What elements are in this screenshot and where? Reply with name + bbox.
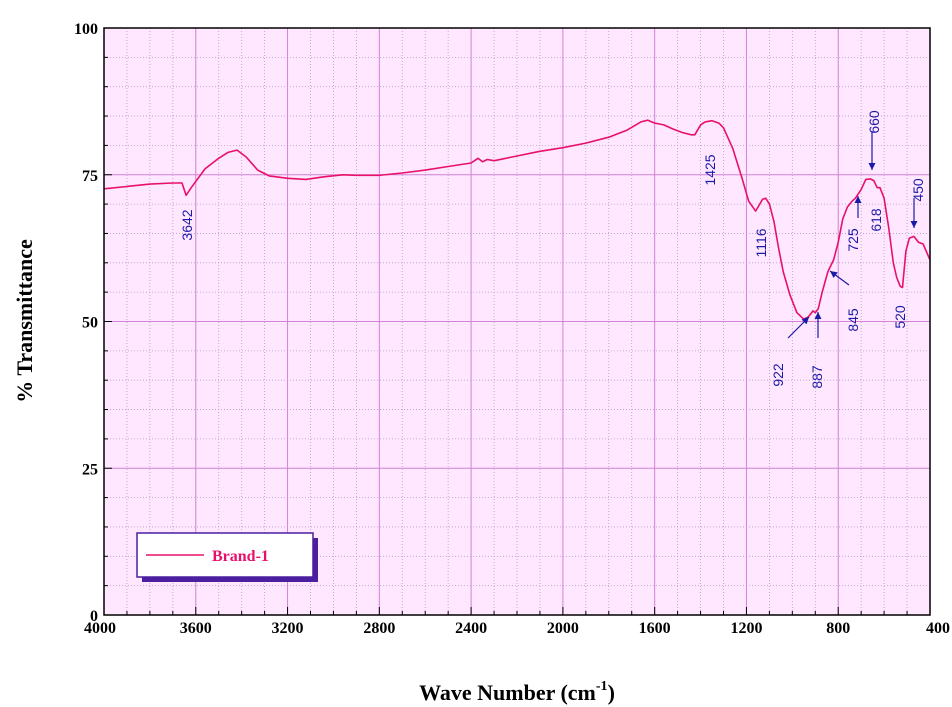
y-tick-label: 50: [82, 315, 98, 332]
x-axis-label: Wave Number (cm-1): [419, 679, 615, 705]
x-tick-label: 4000: [84, 620, 116, 637]
y-axis-label: % Transmittance: [12, 239, 37, 403]
peak-label-725: 725: [845, 228, 861, 252]
y-tick-label: 25: [82, 461, 98, 478]
peak-label-660: 660: [866, 110, 882, 134]
ticks-layer: [103, 27, 931, 616]
peak-label-450: 450: [910, 178, 926, 202]
x-tick-label: 2800: [363, 620, 395, 637]
x-tick-label: 3200: [272, 620, 304, 637]
peak-label-922: 922: [770, 363, 786, 387]
peak-label-845: 845: [845, 308, 861, 332]
x-axis-label-main: Wave Number (cm: [419, 680, 596, 705]
x-tick-label: 400: [926, 620, 950, 637]
peak-label-618: 618: [868, 208, 884, 232]
peak-arrowhead-922: [801, 317, 809, 325]
x-axis-label-sup: -1: [596, 679, 608, 694]
y-tick-label: 0: [90, 608, 98, 625]
annotations-layer: 3642 1425 1116 922 887 845 725 660 618 520 450: [179, 110, 926, 389]
peak-label-1116: 1116: [753, 228, 769, 257]
x-tick-label: 2400: [455, 620, 487, 637]
x-axis-label-close: ): [608, 680, 615, 705]
y-tick-labels: 0 25 50 75 100: [74, 21, 98, 625]
legend: Brand-1: [136, 532, 318, 582]
x-tick-label: 1200: [730, 620, 762, 637]
series-line-brand-1: [103, 119, 931, 320]
peak-arrowhead-725: [854, 196, 862, 203]
y-tick-label: 100: [74, 21, 98, 38]
legend-label-brand-1: Brand-1: [212, 548, 269, 565]
peak-arrowhead-845: [830, 271, 838, 278]
y-tick-label: 75: [82, 168, 98, 185]
x-tick-labels: 4000 3600 3200 2800 2400 2000 1600 1200 800 400: [84, 620, 950, 637]
peak-label-1425: 1425: [702, 154, 718, 185]
peak-label-3642: 3642: [179, 209, 195, 240]
series-layer: [103, 119, 931, 320]
peak-arrowhead-660: [868, 163, 876, 170]
peak-arrowhead-887: [814, 312, 822, 319]
peak-label-887: 887: [809, 365, 825, 389]
x-tick-label: 2000: [547, 620, 579, 637]
x-tick-label: 3600: [180, 620, 212, 637]
peak-arrowhead-450: [910, 221, 918, 228]
x-tick-label: 1600: [639, 620, 671, 637]
peak-label-520: 520: [892, 305, 908, 329]
x-tick-label: 800: [826, 620, 850, 637]
